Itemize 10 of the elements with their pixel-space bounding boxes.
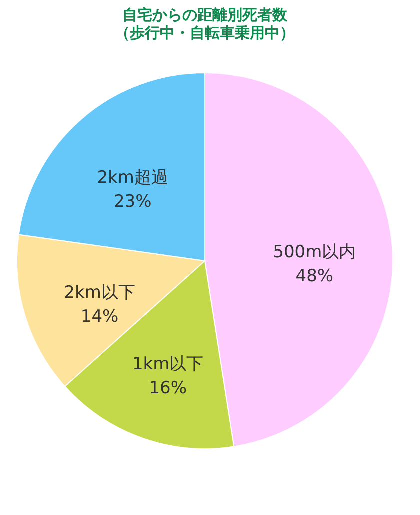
- slice-label: 1km以下: [132, 354, 204, 375]
- chart-subtitle: （歩行中・自転車乗用中）: [115, 24, 295, 42]
- slice-label: 500m以内: [273, 242, 356, 262]
- slice-label: 2km超過: [97, 168, 168, 188]
- data-label: 48%: [296, 266, 334, 286]
- data-label: 16%: [149, 378, 187, 399]
- chart-title: 自宅からの距離別死者数: [122, 6, 288, 24]
- data-label: 14%: [80, 307, 119, 328]
- data-label: 23%: [114, 192, 152, 212]
- slice-label: 2km以下: [64, 283, 136, 304]
